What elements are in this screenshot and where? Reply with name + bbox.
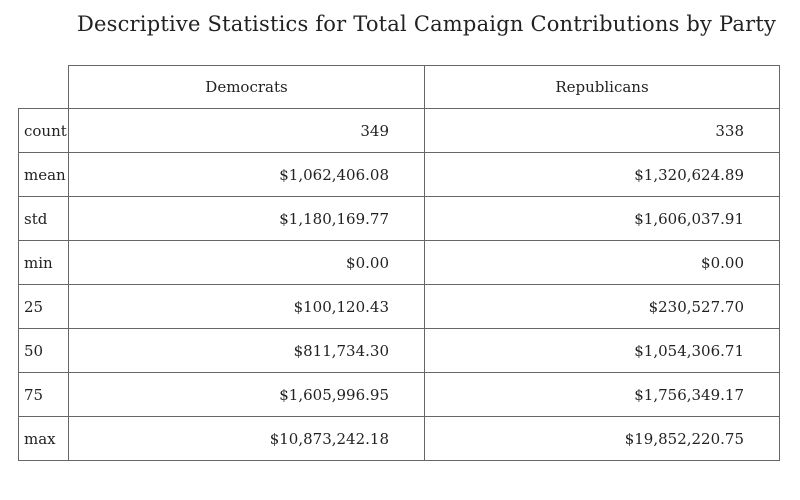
table-row: 75 $1,605,996.95 $1,756,349.17 bbox=[18, 372, 780, 417]
row-label: max bbox=[18, 416, 69, 461]
democrats-value: $0.00 bbox=[68, 240, 425, 285]
table-row: std $1,180,169.77 $1,606,037.91 bbox=[18, 196, 780, 241]
table-row: count 349 338 bbox=[18, 108, 780, 153]
table-row: max $10,873,242.18 $19,852,220.75 bbox=[18, 416, 780, 461]
table-row: min $0.00 $0.00 bbox=[18, 240, 780, 285]
table-corner-cell bbox=[18, 65, 69, 109]
democrats-value: $1,605,996.95 bbox=[68, 372, 425, 417]
row-label: 50 bbox=[18, 328, 69, 373]
democrats-value: 349 bbox=[68, 108, 425, 153]
republicans-value: $0.00 bbox=[424, 240, 780, 285]
table-header-row: Democrats Republicans bbox=[18, 65, 780, 109]
democrats-value: $100,120.43 bbox=[68, 284, 425, 329]
republicans-value: $19,852,220.75 bbox=[424, 416, 780, 461]
column-header-democrats: Democrats bbox=[68, 65, 425, 109]
table-row: 25 $100,120.43 $230,527.70 bbox=[18, 284, 780, 329]
row-label: 25 bbox=[18, 284, 69, 329]
republicans-value: $230,527.70 bbox=[424, 284, 780, 329]
row-label: mean bbox=[18, 152, 69, 197]
page-title: Descriptive Statistics for Total Campaig… bbox=[76, 12, 777, 36]
row-label: std bbox=[18, 196, 69, 241]
republicans-value: $1,054,306.71 bbox=[424, 328, 780, 373]
democrats-value: $1,180,169.77 bbox=[68, 196, 425, 241]
row-label: count bbox=[18, 108, 69, 153]
table-row: mean $1,062,406.08 $1,320,624.89 bbox=[18, 152, 780, 197]
republicans-value: $1,320,624.89 bbox=[424, 152, 780, 197]
row-label: 75 bbox=[18, 372, 69, 417]
democrats-value: $811,734.30 bbox=[68, 328, 425, 373]
republicans-value: $1,756,349.17 bbox=[424, 372, 780, 417]
democrats-value: $1,062,406.08 bbox=[68, 152, 425, 197]
democrats-value: $10,873,242.18 bbox=[68, 416, 425, 461]
table-row: 50 $811,734.30 $1,054,306.71 bbox=[18, 328, 780, 373]
republicans-value: 338 bbox=[424, 108, 780, 153]
column-header-republicans: Republicans bbox=[424, 65, 780, 109]
republicans-value: $1,606,037.91 bbox=[424, 196, 780, 241]
stats-table: Democrats Republicans count 349 338 mean… bbox=[18, 65, 780, 461]
row-label: min bbox=[18, 240, 69, 285]
